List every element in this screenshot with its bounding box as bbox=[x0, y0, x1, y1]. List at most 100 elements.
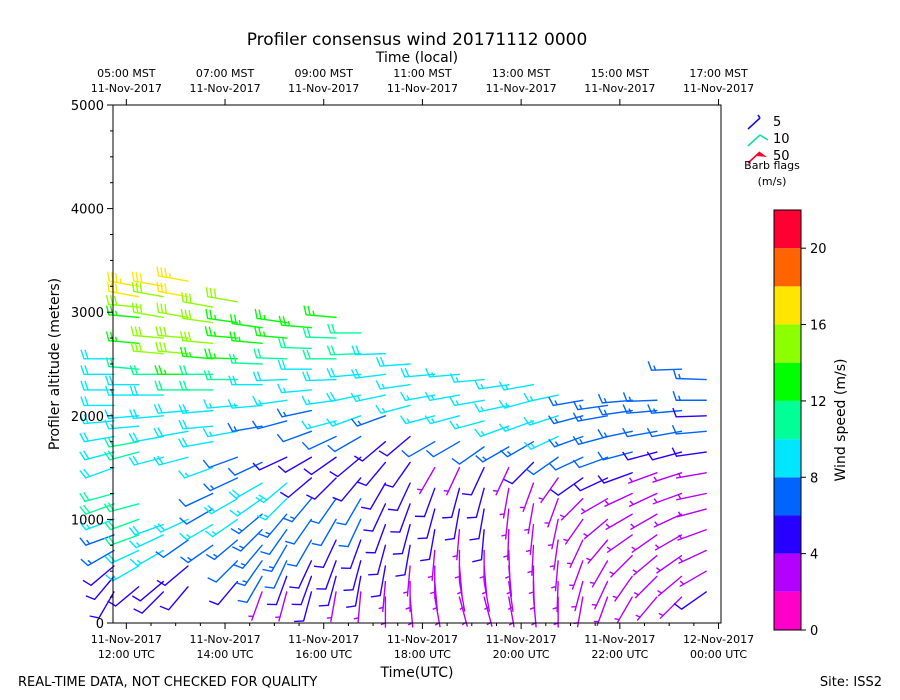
barb-staff bbox=[234, 461, 263, 476]
wind-barb bbox=[130, 341, 165, 355]
barb-staff bbox=[334, 435, 362, 453]
barb-half-feather bbox=[604, 500, 610, 505]
barb-half-feather bbox=[612, 595, 618, 599]
barb-feather bbox=[523, 417, 531, 426]
barb-feather bbox=[258, 309, 262, 320]
barb-feather bbox=[80, 558, 89, 567]
barb-feather bbox=[672, 391, 677, 401]
wind-barb bbox=[130, 326, 165, 339]
x-utc-tick-date: 11-Nov-2017 bbox=[584, 633, 655, 646]
barb-staff bbox=[432, 441, 461, 458]
barb-staff bbox=[504, 508, 510, 540]
barb-feather bbox=[360, 506, 371, 510]
barb-feather bbox=[153, 456, 160, 466]
barb-feather bbox=[278, 315, 283, 326]
barb-half-feather bbox=[457, 591, 462, 595]
colorbar-tick-label: 20 bbox=[810, 242, 827, 257]
barb-half-feather bbox=[242, 580, 248, 583]
barb-feather bbox=[188, 293, 192, 304]
wind-barb bbox=[229, 314, 263, 329]
colorbar-segment bbox=[774, 248, 801, 287]
barb-feather bbox=[205, 308, 209, 319]
barb-feather bbox=[79, 506, 87, 515]
barb-feather bbox=[257, 326, 262, 336]
barb-staff bbox=[238, 513, 263, 535]
wind-barb bbox=[593, 596, 609, 626]
barb-half-feather bbox=[427, 575, 433, 579]
barb-feather bbox=[646, 451, 654, 461]
barb-staff bbox=[108, 290, 140, 298]
barb-half-feather bbox=[263, 331, 266, 337]
wind-barb bbox=[360, 482, 387, 510]
barb-feather bbox=[153, 524, 162, 533]
wind-barb bbox=[178, 466, 214, 479]
barb-staff bbox=[182, 425, 214, 430]
barb-half-feather bbox=[213, 553, 218, 558]
wind-barb bbox=[302, 349, 337, 360]
barb-feather bbox=[113, 295, 118, 306]
barb-staff bbox=[676, 508, 707, 518]
barb-half-feather bbox=[312, 310, 315, 316]
barb-feather bbox=[548, 462, 557, 471]
barb-feather bbox=[83, 432, 89, 442]
barb-half-feather bbox=[454, 575, 460, 579]
wind-barb bbox=[253, 326, 288, 339]
barb-feather bbox=[131, 271, 135, 282]
barb-staff bbox=[554, 560, 559, 592]
barb-feather bbox=[83, 491, 90, 501]
barb-half-feather bbox=[628, 477, 633, 483]
barb-feather bbox=[256, 515, 266, 521]
barb-feather bbox=[370, 594, 381, 598]
barb-staff bbox=[109, 534, 140, 546]
barb-feather bbox=[83, 468, 91, 477]
wind-barb bbox=[633, 575, 658, 599]
barb-feather bbox=[159, 605, 169, 611]
barb-staff bbox=[256, 334, 288, 339]
wind-barb bbox=[368, 544, 387, 576]
barb-feather bbox=[178, 419, 184, 430]
wind-barb bbox=[227, 399, 263, 409]
barb-feather bbox=[327, 444, 336, 453]
barb-half-feather bbox=[605, 523, 611, 528]
barb-half-feather bbox=[163, 369, 167, 375]
barb-feather bbox=[202, 427, 209, 437]
barb-staff bbox=[652, 472, 683, 483]
barb-staff bbox=[208, 456, 239, 469]
barb-half-feather bbox=[381, 407, 386, 413]
wind-barb bbox=[105, 295, 140, 308]
barb-feather bbox=[103, 438, 110, 448]
barb-feather bbox=[129, 540, 137, 549]
wind-barb bbox=[499, 441, 535, 458]
barb-staff bbox=[404, 394, 436, 401]
barb-staff bbox=[354, 575, 362, 607]
wind-barb bbox=[332, 477, 362, 502]
barb-feather bbox=[343, 589, 354, 592]
barb-staff bbox=[256, 399, 288, 406]
barb-staff bbox=[482, 446, 510, 463]
barb-feather bbox=[318, 604, 329, 607]
barb-half-feather bbox=[554, 418, 559, 423]
wind-barb bbox=[203, 497, 239, 515]
wind-barb bbox=[178, 403, 214, 414]
barb-feather bbox=[208, 348, 213, 359]
wind-barb bbox=[155, 539, 189, 559]
barb-staff bbox=[84, 492, 115, 502]
barb-half-feather bbox=[378, 606, 384, 610]
barb-half-feather bbox=[213, 331, 217, 337]
barb-staff bbox=[287, 477, 313, 498]
barb-feather bbox=[254, 308, 258, 319]
wind-barb bbox=[628, 492, 658, 507]
wind-barb bbox=[107, 586, 140, 607]
barb-feather bbox=[498, 423, 506, 432]
wind-barb bbox=[549, 539, 559, 571]
wind-barb bbox=[622, 404, 658, 414]
barb-half-feather bbox=[614, 617, 620, 621]
wind-barb bbox=[631, 534, 658, 553]
barb-staff bbox=[547, 497, 559, 528]
wind-barb bbox=[129, 409, 165, 420]
barb-legend-glyph bbox=[747, 117, 761, 130]
x-utc-tick-date: 12-Nov-2017 bbox=[683, 633, 754, 646]
barb-half-feather bbox=[268, 566, 274, 569]
wind-barb bbox=[652, 492, 683, 505]
